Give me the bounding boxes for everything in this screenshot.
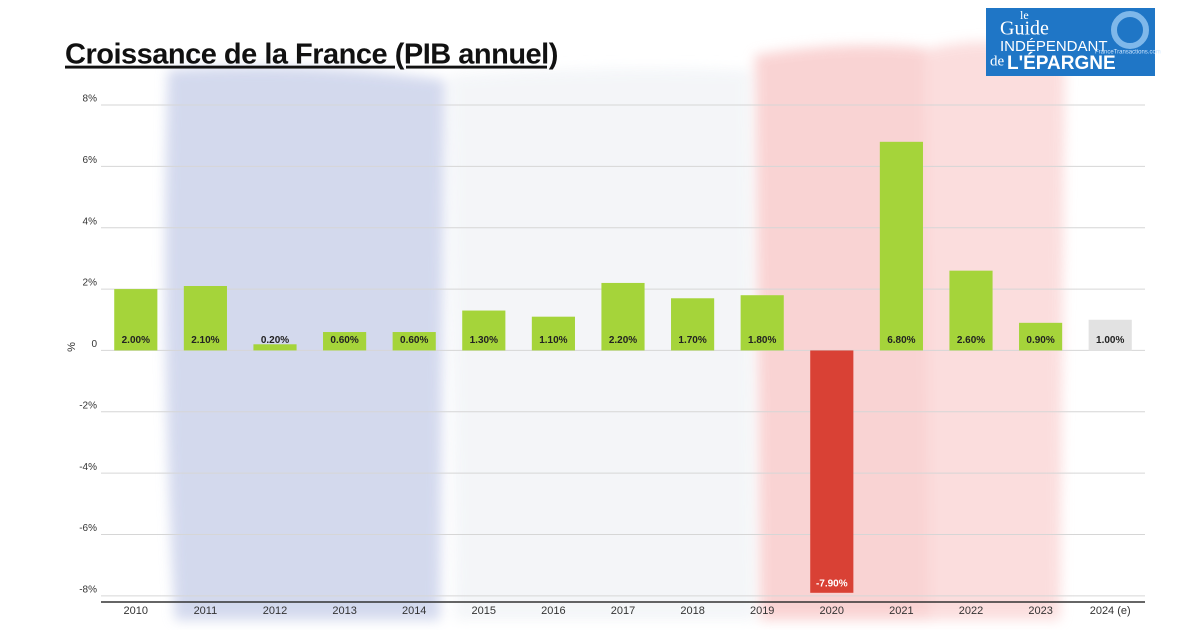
- value-label: 2.60%: [957, 335, 985, 346]
- y-tick-label: 2%: [83, 278, 98, 289]
- x-tick-label: 2022: [959, 605, 983, 617]
- x-tick-label: 2016: [541, 605, 565, 617]
- value-label: 1.30%: [470, 335, 498, 346]
- bar: [740, 295, 784, 351]
- x-tick-label: 2013: [332, 605, 356, 617]
- value-label: -7.90%: [816, 578, 848, 589]
- y-tick-label: -4%: [79, 462, 97, 473]
- x-tick-label: 2017: [611, 605, 635, 617]
- value-label: 0.60%: [400, 335, 428, 346]
- value-label: 2.10%: [191, 335, 219, 346]
- value-label: 0.90%: [1026, 335, 1054, 346]
- y-tick-label: 6%: [83, 155, 98, 166]
- bar: [1019, 322, 1063, 351]
- bar: [1088, 319, 1132, 351]
- bar: [671, 298, 715, 351]
- logo: le Guide INDÉPENDANT de L'ÉPARGNE France…: [986, 8, 1161, 76]
- flag-background: [165, 42, 1065, 621]
- bar: [183, 286, 227, 351]
- y-tick-label: -8%: [79, 585, 97, 596]
- y-tick-label: 4%: [83, 216, 98, 227]
- bar: [879, 141, 923, 351]
- chart-title: Croissance de la France (PIB annuel): [65, 39, 558, 71]
- y-tick-label: 0: [91, 339, 97, 350]
- x-tick-label: 2019: [750, 605, 774, 617]
- x-tick-label: 2023: [1028, 605, 1052, 617]
- bar: [323, 332, 367, 351]
- logo-site: FranceTransactions.com: [1095, 50, 1161, 56]
- x-tick-label: 2012: [263, 605, 287, 617]
- value-label: 2.20%: [609, 335, 637, 346]
- logo-text: de: [990, 53, 1005, 69]
- logo-text: Guide: [1000, 18, 1049, 40]
- x-tick-label: 2018: [680, 605, 704, 617]
- x-tick-label: 2024 (e): [1090, 605, 1131, 617]
- y-tick-label: -2%: [79, 400, 97, 411]
- y-tick-label: -6%: [79, 523, 97, 534]
- value-label: 1.00%: [1096, 335, 1124, 346]
- bar: [253, 344, 297, 351]
- x-tick-label: 2015: [472, 605, 496, 617]
- bar: [601, 282, 645, 351]
- bar: [114, 289, 158, 351]
- bar: [462, 310, 506, 351]
- logo-text: le: [1020, 8, 1029, 22]
- y-tick-label: 8%: [83, 94, 98, 105]
- x-tick-label: 2010: [124, 605, 148, 617]
- value-label: 1.80%: [748, 335, 776, 346]
- x-tick-label: 2020: [820, 605, 844, 617]
- value-label: 1.10%: [539, 335, 567, 346]
- value-label: 6.80%: [887, 335, 915, 346]
- bar: [531, 316, 575, 351]
- logo-ring: [1111, 11, 1149, 49]
- bar: [392, 332, 436, 351]
- value-label: 0.20%: [261, 335, 289, 346]
- logo-text: L'ÉPARGNE: [1007, 52, 1116, 74]
- x-tick-label: 2014: [402, 605, 426, 617]
- bar: [810, 350, 854, 593]
- logo-text: INDÉPENDANT: [1000, 38, 1108, 55]
- x-tick-label: 2021: [889, 605, 913, 617]
- bar: [949, 270, 993, 351]
- value-label: 1.70%: [678, 335, 706, 346]
- value-label: 2.00%: [122, 335, 150, 346]
- y-axis-label: %: [66, 342, 78, 352]
- x-tick-label: 2011: [194, 605, 218, 617]
- value-label: 0.60%: [330, 335, 358, 346]
- logo-background: [986, 8, 1155, 76]
